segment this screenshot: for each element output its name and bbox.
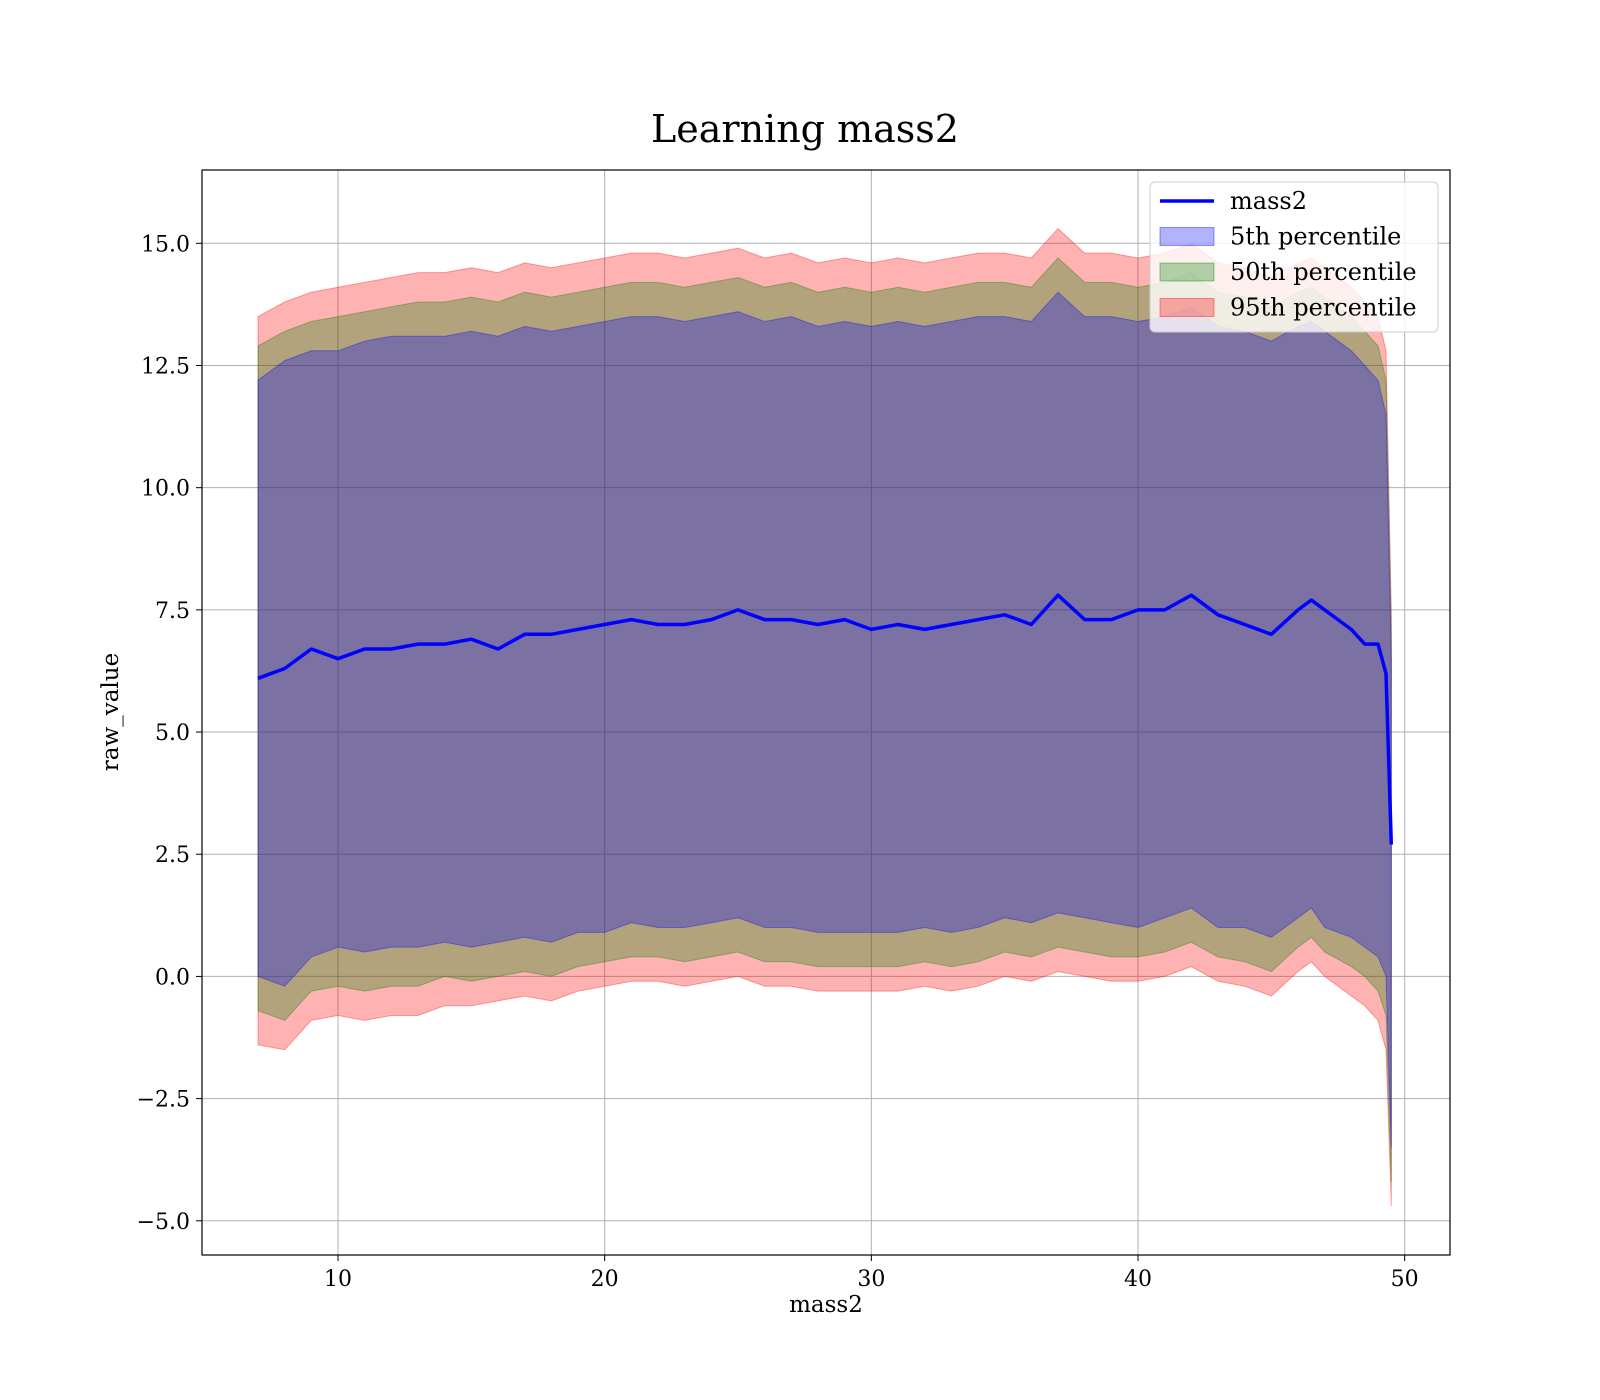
series-lines bbox=[257, 593, 1394, 845]
legend: mass2 5th percentile 50th percentile 95th p… bbox=[1149, 181, 1439, 333]
y-tick-label-6: 10.0 bbox=[141, 477, 190, 502]
band-5th-percentile bbox=[257, 291, 1392, 1148]
legend-label-1: 5th percentile bbox=[1230, 223, 1401, 251]
x-tick-label-4: 50 bbox=[1391, 1267, 1419, 1292]
y-axis-label: raw_value bbox=[98, 653, 124, 771]
legend-swatch-1 bbox=[1159, 227, 1215, 246]
percentile-bands bbox=[257, 227, 1392, 1207]
chart-title: Learning mass2 bbox=[651, 107, 959, 151]
plot-frame bbox=[201, 169, 1451, 1256]
band-50th-percentile bbox=[257, 257, 1392, 1182]
x-tick-label-0: 10 bbox=[324, 1267, 352, 1292]
y-tick-label-3: 2.5 bbox=[155, 843, 190, 868]
legend-swatch-3 bbox=[1159, 298, 1215, 317]
legend-label-2: 50th percentile bbox=[1230, 258, 1417, 286]
x-tick-label-1: 20 bbox=[591, 1267, 619, 1292]
legend-box bbox=[1149, 181, 1439, 333]
line-mass2 bbox=[257, 593, 1394, 845]
y-tick-label-7: 12.5 bbox=[141, 354, 190, 379]
band-95th-percentile bbox=[257, 227, 1392, 1207]
x-axis-ticks: 10 20 30 40 50 bbox=[324, 1255, 1419, 1292]
y-tick-label-2: 0.0 bbox=[155, 965, 190, 990]
legend-label-0: mass2 bbox=[1230, 187, 1307, 215]
y-tick-label-8: 15.0 bbox=[141, 232, 190, 257]
x-tick-label-3: 40 bbox=[1124, 1267, 1152, 1292]
legend-label-3: 95th percentile bbox=[1230, 294, 1417, 322]
y-tick-label-4: 5.0 bbox=[155, 721, 190, 746]
y-tick-label-0: −5.0 bbox=[137, 1210, 190, 1235]
y-tick-label-5: 7.5 bbox=[155, 599, 190, 624]
y-axis-ticks: −5.0 −2.5 0.0 2.5 5.0 7.5 10.0 12.5 15.0 bbox=[137, 232, 202, 1235]
y-tick-label-1: −2.5 bbox=[137, 1088, 190, 1113]
legend-swatch-2 bbox=[1159, 262, 1215, 282]
x-axis-label: mass2 bbox=[789, 1292, 863, 1318]
x-tick-label-2: 30 bbox=[857, 1267, 885, 1292]
